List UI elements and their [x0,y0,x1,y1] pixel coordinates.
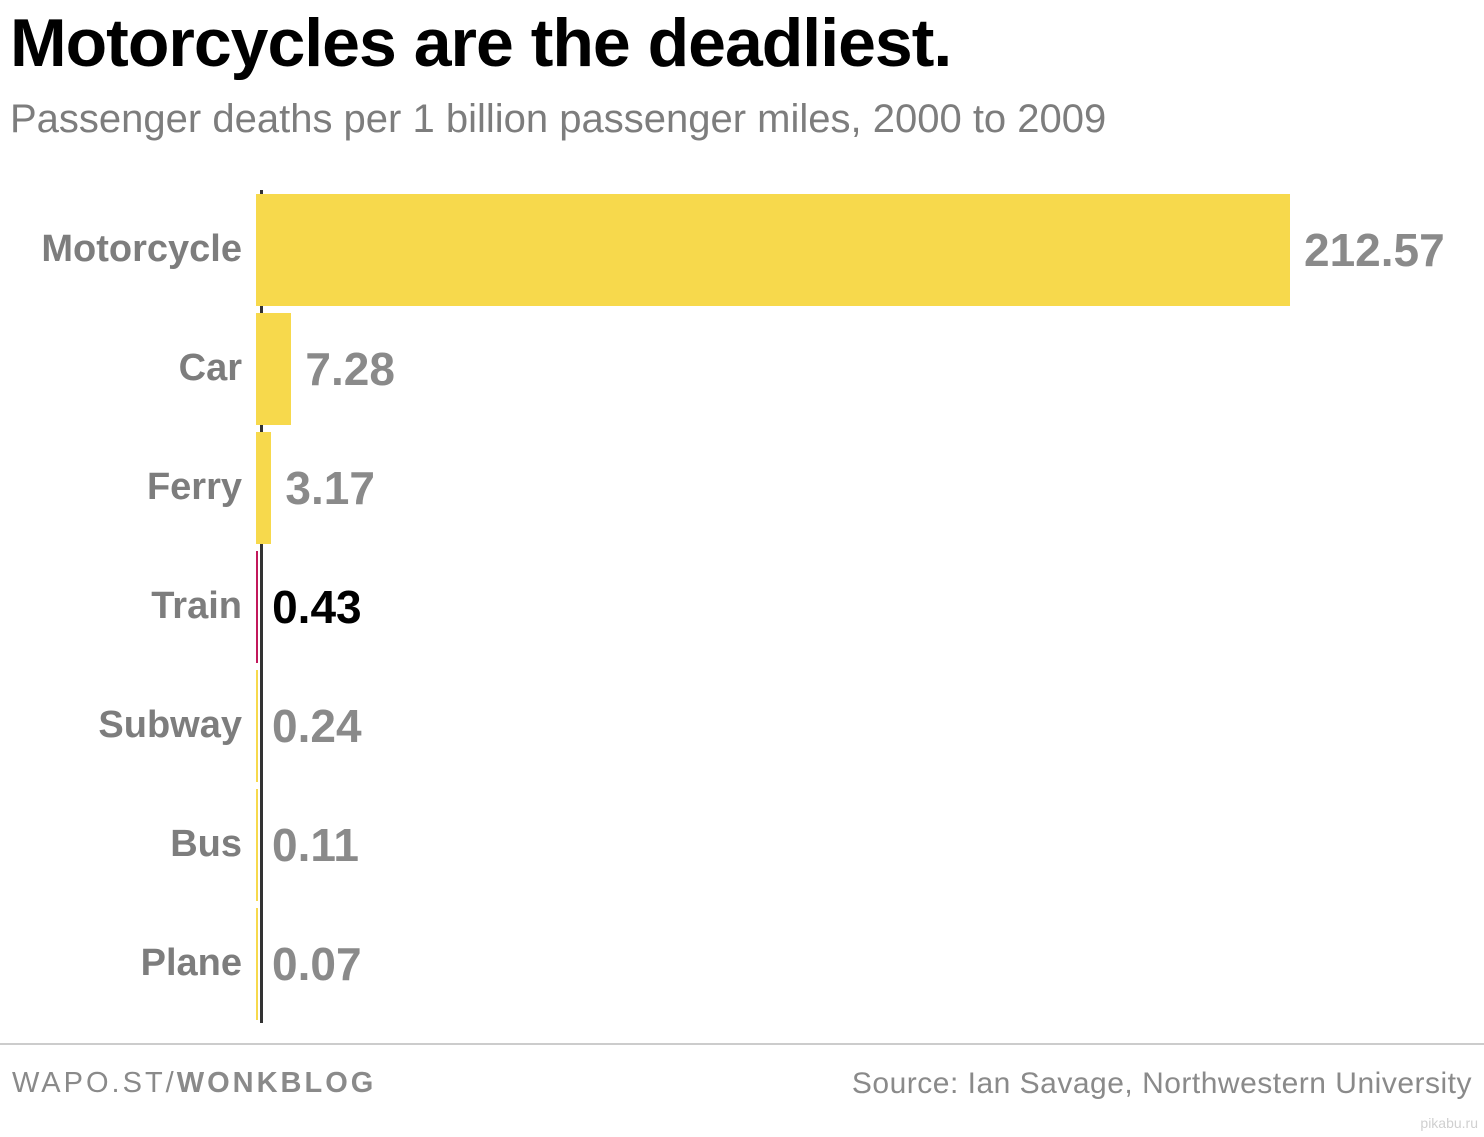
value-label: 7.28 [305,342,395,396]
bar-area: 7.28 [256,309,1474,428]
category-label: Train [10,585,256,628]
footer-left: WAPO.ST/WONKBLOG [12,1067,376,1101]
value-label: 0.07 [272,937,362,991]
bar [256,432,271,544]
bar-area: 0.07 [256,904,1474,1023]
bar-row: Ferry 3.17 [10,428,1474,547]
bar-area: 0.11 [256,785,1474,904]
bar-row: Subway 0.24 [10,666,1474,785]
bar-area: 3.17 [256,428,1474,547]
chart-subtitle: Passenger deaths per 1 billion passenger… [10,97,1474,142]
category-label: Subway [10,704,256,747]
bar-area: 212.57 [256,190,1474,309]
bar-area: 0.24 [256,666,1474,785]
chart-footer: WAPO.ST/WONKBLOG Source: Ian Savage, Nor… [0,1043,1484,1101]
category-label: Motorcycle [10,228,256,271]
footer-source: Source: Ian Savage, Northwestern Univers… [852,1067,1472,1101]
bar [256,313,291,425]
bar-row: Car 7.28 [10,309,1474,428]
bar-row: Plane 0.07 [10,904,1474,1023]
category-label: Plane [10,942,256,985]
chart-title: Motorcycles are the deadliest. [10,8,1474,79]
footer-left-prefix: WAPO.ST/ [12,1067,177,1099]
category-label: Ferry [10,466,256,509]
bar [256,789,258,901]
value-label: 212.57 [1304,223,1445,277]
category-label: Car [10,347,256,390]
value-label: 0.24 [272,699,362,753]
bar-chart: Motorcycle 212.57 Car 7.28 Ferry 3.17 Train 0.4… [10,190,1474,1023]
bar-row: Bus 0.11 [10,785,1474,904]
bar-area: 0.43 [256,547,1474,666]
bar [256,551,258,663]
category-label: Bus [10,823,256,866]
bar [256,670,258,782]
bar-row: Motorcycle 212.57 [10,190,1474,309]
footer-left-bold: WONKBLOG [177,1067,377,1099]
value-label: 0.43 [272,580,362,634]
value-label: 3.17 [285,461,375,515]
watermark: pikabu.ru [1420,1115,1478,1131]
value-label: 0.11 [272,818,359,872]
bar [256,908,258,1020]
bar [256,194,1290,306]
bar-row: Train 0.43 [10,547,1474,666]
